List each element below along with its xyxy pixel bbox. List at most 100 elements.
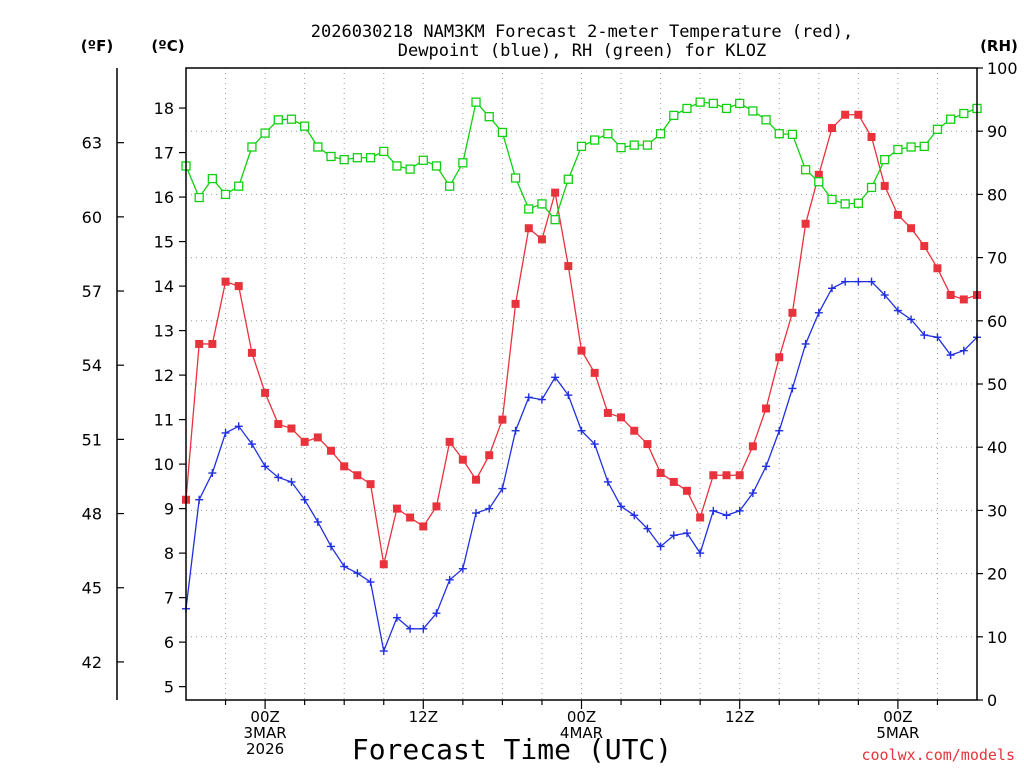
temperature-marker: [880, 181, 889, 190]
rh-marker: [576, 141, 587, 152]
plot-frame: [185, 67, 978, 701]
dewpoint-marker: [933, 333, 942, 342]
temperature-marker: [590, 368, 599, 377]
dewpoint-marker: [406, 624, 415, 633]
temperature-marker: [748, 442, 757, 451]
rh-marker: [932, 124, 943, 134]
temperature-marker: [841, 110, 850, 119]
temperature-marker: [537, 235, 546, 244]
temperature-marker: [709, 471, 718, 480]
dewpoint-marker: [762, 462, 771, 471]
rh-tick-label: 40: [987, 438, 1007, 457]
temperature-marker: [617, 413, 626, 422]
rh-marker: [563, 174, 573, 184]
dewpoint-marker: [195, 495, 204, 504]
dewpoint-marker: [261, 462, 270, 471]
dewpoint-marker: [234, 422, 243, 431]
temperature-marker: [524, 224, 533, 233]
chart-title-line-1: 2026030218 NAM3KM Forecast 2-meter Tempe…: [311, 22, 853, 42]
dewpoint-marker: [537, 395, 546, 404]
fahrenheit-unit-label: (ºF): [81, 37, 113, 55]
dewpoint-marker: [485, 504, 494, 513]
rh-marker: [761, 115, 771, 125]
rh-marker: [787, 129, 798, 140]
rh-marker: [497, 127, 508, 138]
dewpoint-marker: [643, 524, 652, 533]
temperature-marker: [551, 188, 560, 197]
rh-marker: [550, 215, 560, 225]
rh-marker: [299, 121, 310, 131]
temperature-marker: [313, 433, 322, 442]
temperature-marker: [722, 471, 731, 480]
temperature-marker: [419, 522, 428, 531]
rh-marker: [247, 142, 257, 152]
rh-tick-label: 60: [987, 312, 1007, 331]
dewpoint-marker: [300, 495, 309, 504]
temperature-marker: [867, 132, 876, 141]
temperature-marker: [907, 224, 916, 233]
rh-series: [181, 97, 982, 225]
dewpoint-marker: [577, 426, 586, 435]
time-tick-label: 5MAR: [876, 724, 919, 742]
rh-marker: [708, 98, 718, 109]
dewpoint-marker: [458, 564, 467, 573]
rh-marker: [445, 181, 455, 191]
dewpoint-marker: [735, 506, 744, 515]
dewpoint-marker: [524, 393, 533, 402]
temperature-marker: [933, 264, 942, 273]
dewpoint-marker: [247, 440, 256, 449]
dewpoint-marker: [959, 346, 968, 355]
rh-marker: [655, 129, 666, 139]
time-tick-label: 3MAR: [244, 724, 287, 742]
celsius-tick-label: 12: [154, 366, 174, 385]
rh-tick-label: 50: [987, 375, 1007, 394]
time-tick-label: 00Z: [883, 708, 912, 726]
chart-title-line-2: Dewpoint (blue), RH (green) for KLOZ: [398, 41, 766, 61]
rh-tick-label: 0: [987, 691, 997, 710]
rh-marker: [919, 141, 929, 152]
temperature-marker: [854, 110, 863, 119]
rh-tick-label: 80: [987, 185, 1007, 204]
temperature-marker: [406, 513, 415, 522]
dewpoint-marker: [841, 277, 850, 286]
rh-marker: [194, 192, 204, 203]
rh-marker: [234, 181, 244, 191]
rh-marker: [880, 154, 890, 165]
temperature-marker: [511, 299, 520, 308]
rh-marker: [524, 204, 534, 214]
dewpoint-marker: [893, 306, 902, 315]
dewpoint-marker: [498, 484, 507, 493]
dewpoint-marker: [472, 509, 481, 518]
dewpoint-marker: [287, 477, 296, 486]
celsius-tick-label: 17: [154, 144, 174, 163]
dewpoint-marker: [274, 473, 283, 482]
temperature-marker: [762, 404, 771, 413]
fahrenheit-tick-label: 42: [82, 653, 102, 672]
rh-marker: [893, 144, 903, 155]
time-tick-label: 00Z: [250, 708, 279, 726]
fahrenheit-tick-label: 51: [82, 430, 102, 449]
celsius-tick-label: 13: [154, 322, 174, 341]
rh-marker: [405, 164, 415, 174]
dewpoint-line: [185, 280, 978, 654]
celsius-tick-label: 7: [164, 589, 174, 608]
fahrenheit-tick-label: 60: [82, 208, 102, 227]
dewpoint-marker: [208, 469, 217, 478]
dewpoint-marker: [340, 562, 349, 571]
rh-marker: [484, 112, 494, 122]
rh-marker: [537, 199, 547, 209]
rh-marker: [682, 103, 692, 114]
temperature-marker: [379, 560, 388, 569]
temperature-marker: [287, 424, 296, 433]
fahrenheit-tick-label: 57: [82, 282, 102, 301]
rh-marker: [959, 108, 969, 119]
grid-lines: [186, 68, 977, 700]
dewpoint-marker: [617, 502, 626, 511]
fahrenheit-tick-label: 63: [82, 134, 102, 153]
rh-marker: [431, 161, 442, 171]
dewpoint-marker: [801, 339, 810, 348]
celsius-tick-label: 15: [154, 233, 174, 252]
watermark: coolwx.com/models: [861, 746, 1015, 764]
dewpoint-marker: [511, 426, 520, 435]
temperature-marker: [300, 437, 309, 446]
